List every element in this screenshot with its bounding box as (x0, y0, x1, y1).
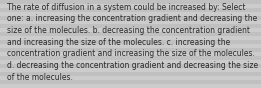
Bar (0, 44, 261, 48)
Text: The rate of diffusion in a system could be increased by: Select
one: a. increasi: The rate of diffusion in a system could … (7, 3, 258, 82)
Bar (0, 64, 261, 68)
Bar (0, 20, 261, 24)
Bar (0, 36, 261, 40)
Bar (0, 76, 261, 80)
Bar (0, 48, 261, 52)
Bar (0, 40, 261, 44)
Bar (0, 0, 261, 4)
Bar (0, 32, 261, 36)
Bar (0, 80, 261, 84)
Bar (0, 28, 261, 32)
Bar (0, 16, 261, 20)
Bar (0, 4, 261, 8)
Bar (0, 12, 261, 16)
Bar (0, 72, 261, 76)
Bar (0, 24, 261, 28)
Bar (0, 52, 261, 56)
Bar (0, 8, 261, 12)
Bar (0, 56, 261, 60)
Bar (0, 84, 261, 88)
Bar (0, 60, 261, 64)
Bar (0, 68, 261, 72)
